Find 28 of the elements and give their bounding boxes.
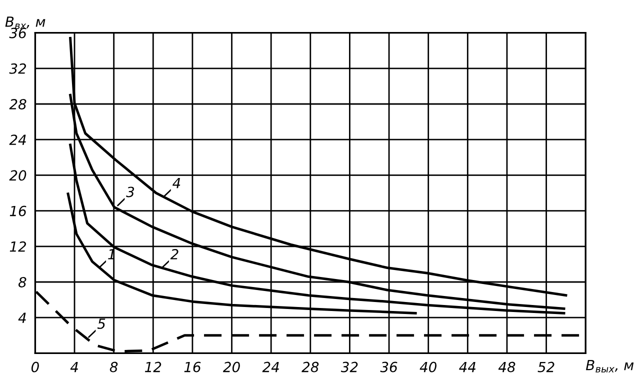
y-tick-label: 12 bbox=[10, 241, 26, 252]
x-tick-label: 4 bbox=[70, 362, 78, 372]
y-tick-label: 24 bbox=[9, 134, 26, 145]
x-tick-label: 52 bbox=[538, 362, 554, 372]
annotation: 4 bbox=[172, 178, 180, 188]
x-tick-label: 36 bbox=[380, 362, 398, 372]
annotation: 5 bbox=[97, 318, 106, 329]
x-tick-label: 8 bbox=[110, 362, 118, 372]
x-tick-label: 12 bbox=[144, 362, 162, 372]
y-tick-label: 20 bbox=[9, 170, 26, 181]
x-tick-label: 48 bbox=[498, 362, 516, 372]
x-tick-label: 44 bbox=[459, 362, 476, 372]
x-tick-label: 24 bbox=[262, 362, 279, 372]
y-tick-label: 36 bbox=[9, 28, 26, 38]
y-tick-label: 16 bbox=[10, 206, 26, 216]
x-tick-label: 32 bbox=[340, 362, 358, 372]
x-tick-label: 28 bbox=[302, 362, 319, 372]
annotation: 2 bbox=[170, 249, 178, 260]
x-tick-label: 40 bbox=[420, 362, 436, 372]
x-tick-label: 0 bbox=[31, 362, 39, 372]
y-tick-label: 8 bbox=[18, 276, 26, 288]
annotation: 3 bbox=[126, 186, 134, 198]
x-tick-label: 16 bbox=[184, 362, 201, 372]
y-tick-label: 28 bbox=[9, 98, 26, 110]
x-axis-title: B$_{вых}$, м bbox=[586, 360, 634, 372]
x-tick-label: 20 bbox=[222, 362, 240, 372]
y-tick-label: 4 bbox=[18, 312, 26, 323]
y-tick-label: 32 bbox=[9, 63, 26, 74]
